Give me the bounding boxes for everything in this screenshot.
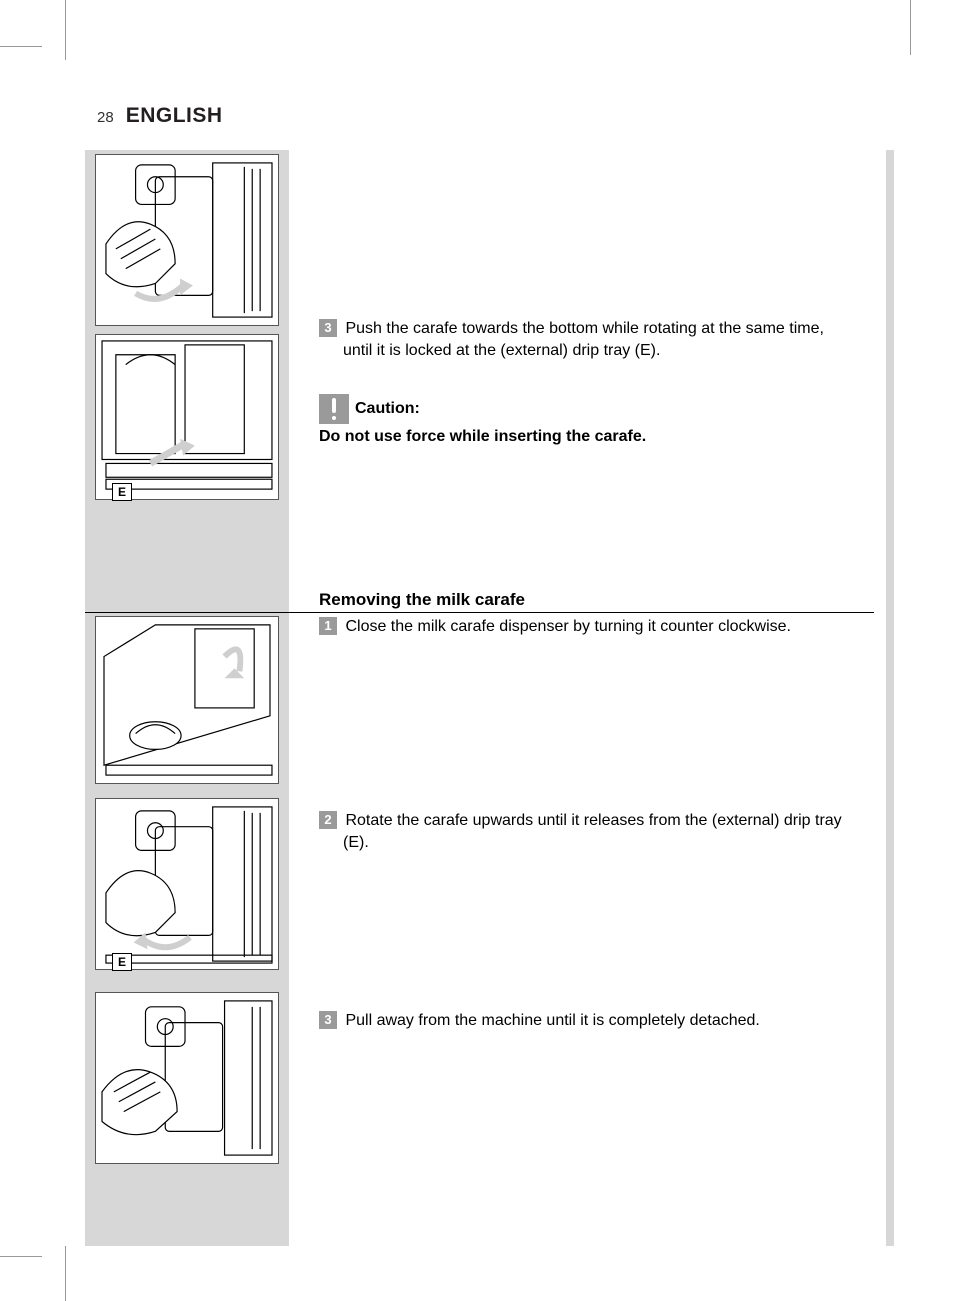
step-3a: 3 Push the carafe towards the bottom whi… (319, 318, 874, 361)
crop-mark (65, 1246, 66, 1301)
illustration-icon (96, 993, 278, 1163)
illustration-icon (96, 335, 278, 499)
step-text: Close the milk carafe dispenser by turni… (345, 618, 791, 635)
figure-e-tag: E (112, 953, 132, 971)
crop-mark (910, 0, 911, 55)
step-badge: 2 (319, 811, 337, 829)
step-text: Push the carafe towards the bottom while… (345, 320, 823, 337)
crop-mark (0, 1256, 42, 1257)
content-area: E (85, 150, 894, 1246)
step-badge: 3 (319, 1011, 337, 1029)
step-text: Rotate the carafe upwards until it relea… (345, 812, 841, 829)
step-1: 1 Close the milk carafe dispenser by tur… (319, 616, 874, 638)
section-heading: Removing the milk carafe (85, 590, 874, 613)
step-text: until it is locked at the (external) dri… (319, 340, 874, 362)
crop-mark (0, 46, 42, 47)
figure-e-tag: E (112, 483, 132, 501)
figure-5 (95, 992, 279, 1164)
step-badge: 1 (319, 617, 337, 635)
page: 28 ENGLISH (85, 70, 894, 1246)
step-badge: 3 (319, 319, 337, 337)
section-title: Removing the milk carafe (319, 590, 525, 609)
page-header: 28 ENGLISH (97, 104, 223, 128)
step-text: Pull away from the machine until it is c… (345, 1012, 759, 1029)
step-3b: 3 Pull away from the machine until it is… (319, 1010, 874, 1032)
step-text: (E). (319, 832, 874, 854)
caution-block: Caution: Do not use force while insertin… (319, 378, 874, 448)
caution-text: Do not use force while inserting the car… (319, 426, 874, 448)
figure-1 (95, 154, 279, 326)
language-label: ENGLISH (126, 104, 223, 128)
illustration-icon (96, 799, 278, 969)
figure-4: E (95, 798, 279, 970)
caution-label: Caution: (355, 398, 420, 420)
figure-2: E (95, 334, 279, 500)
illustration-icon (96, 155, 278, 325)
step-2: 2 Rotate the carafe upwards until it rel… (319, 810, 874, 853)
figure-3 (95, 616, 279, 784)
caution-icon (319, 394, 349, 424)
illustration-icon (96, 617, 278, 783)
crop-mark (65, 0, 66, 60)
page-number: 28 (97, 109, 114, 126)
